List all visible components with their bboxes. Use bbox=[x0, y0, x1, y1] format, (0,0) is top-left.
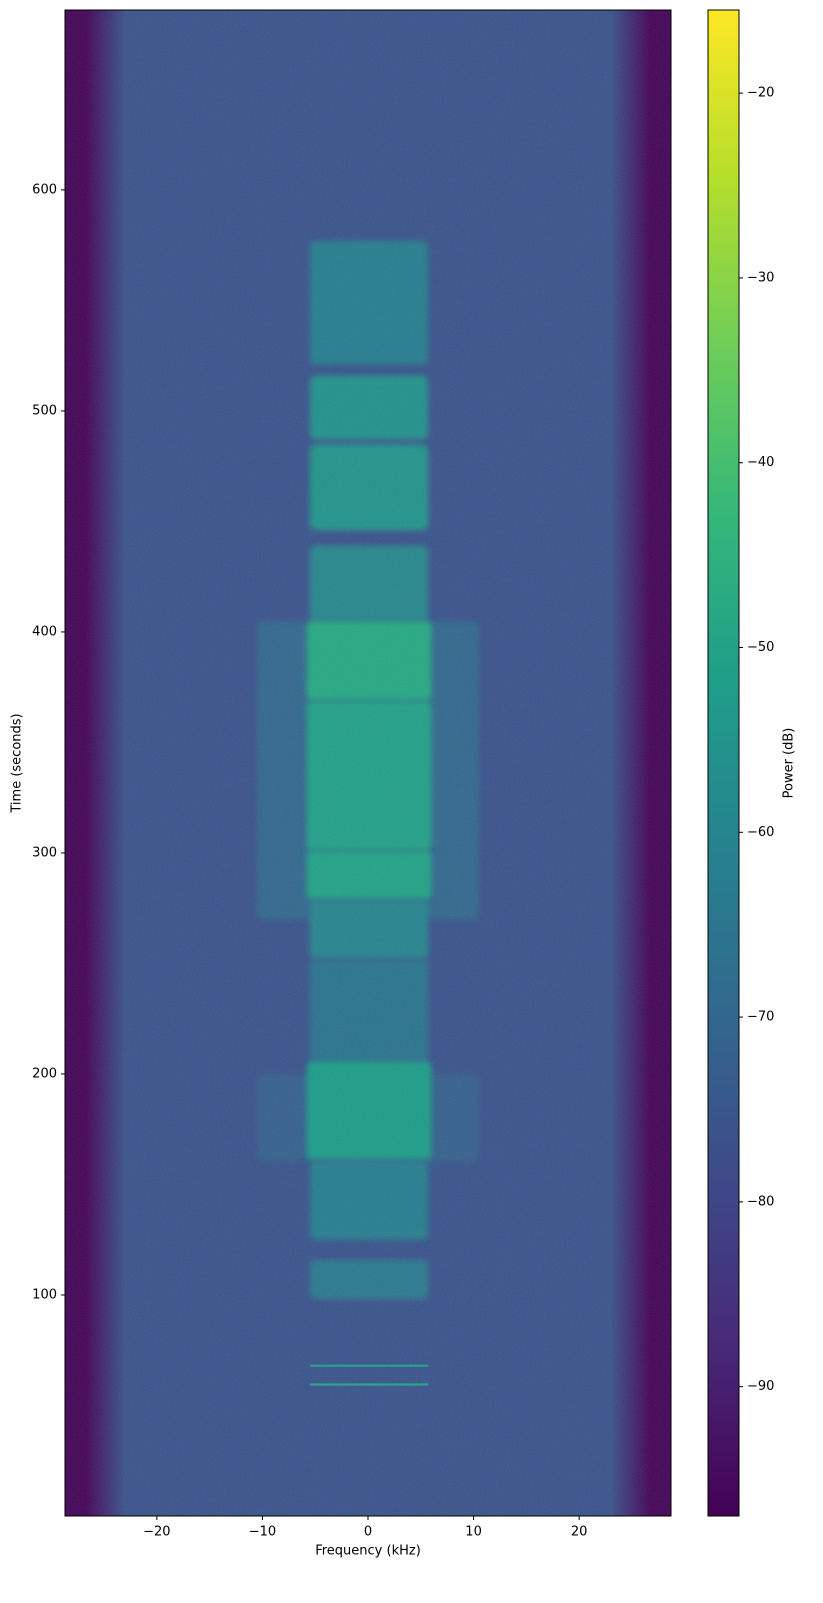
colorbar-tick-label: −90 bbox=[747, 1379, 774, 1394]
x-axis-label: Frequency (kHz) bbox=[315, 1544, 421, 1559]
colorbar-label: Power (dB) bbox=[782, 728, 797, 799]
y-tick-label: 100 bbox=[32, 1287, 57, 1302]
colorbar-tick-label: −40 bbox=[747, 455, 774, 470]
x-tick-label: 0 bbox=[364, 1525, 372, 1540]
x-tick-label: 20 bbox=[571, 1525, 588, 1540]
colorbar-tick-label: −60 bbox=[747, 825, 774, 840]
x-tick-label: −20 bbox=[143, 1525, 170, 1540]
y-tick-label: 500 bbox=[32, 403, 57, 418]
colorbar-tick-label: −80 bbox=[747, 1194, 774, 1209]
x-tick-label: 10 bbox=[465, 1525, 482, 1540]
x-tick-label: −10 bbox=[249, 1525, 276, 1540]
colorbar-tick-label: −50 bbox=[747, 640, 774, 655]
colorbar-tick-label: −20 bbox=[747, 86, 774, 101]
colorbar bbox=[707, 9, 740, 1517]
colorbar-tick-label: −30 bbox=[747, 270, 774, 285]
y-tick-label: 300 bbox=[32, 845, 57, 860]
colorbar-tick-label: −70 bbox=[747, 1010, 774, 1025]
y-tick-label: 600 bbox=[32, 182, 57, 197]
y-tick-label: 400 bbox=[32, 624, 57, 639]
texture bbox=[65, 10, 671, 1516]
y-axis-label: Time (seconds) bbox=[10, 713, 25, 813]
y-tick-label: 200 bbox=[32, 1066, 57, 1081]
spectrogram bbox=[65, 10, 671, 1516]
